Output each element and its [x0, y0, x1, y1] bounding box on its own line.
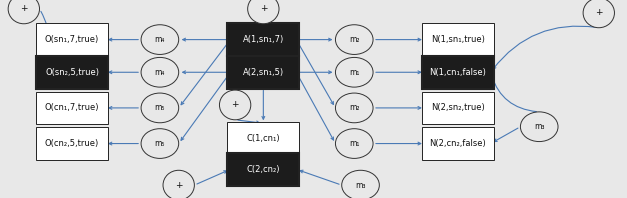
- Text: m₅: m₅: [155, 139, 165, 148]
- Ellipse shape: [520, 112, 558, 142]
- Text: N(1,sn₁,true): N(1,sn₁,true): [431, 35, 485, 44]
- Text: m₄: m₄: [155, 68, 165, 77]
- FancyBboxPatch shape: [227, 56, 300, 89]
- Text: m₁: m₁: [349, 68, 359, 77]
- Text: +: +: [231, 100, 239, 109]
- FancyBboxPatch shape: [36, 23, 108, 56]
- Ellipse shape: [248, 0, 279, 24]
- Text: O(sn₂,5,true): O(sn₂,5,true): [45, 68, 99, 77]
- FancyBboxPatch shape: [227, 122, 300, 155]
- FancyBboxPatch shape: [421, 23, 494, 56]
- Text: O(cn₂,5,true): O(cn₂,5,true): [45, 139, 99, 148]
- Text: m₃: m₃: [534, 122, 544, 131]
- Text: m₅: m₅: [155, 103, 165, 112]
- FancyBboxPatch shape: [36, 127, 108, 160]
- Ellipse shape: [335, 93, 373, 123]
- Text: m₂: m₂: [349, 35, 359, 44]
- Text: m₁: m₁: [349, 139, 359, 148]
- Text: N(2,sn₂,true): N(2,sn₂,true): [431, 103, 485, 112]
- FancyBboxPatch shape: [36, 56, 108, 89]
- Ellipse shape: [141, 57, 179, 87]
- Text: C(2,cn₂): C(2,cn₂): [246, 165, 280, 174]
- Text: A(2,sn₁,5): A(2,sn₁,5): [243, 68, 284, 77]
- FancyBboxPatch shape: [421, 127, 494, 160]
- FancyBboxPatch shape: [227, 153, 300, 186]
- Ellipse shape: [335, 25, 373, 54]
- Ellipse shape: [141, 129, 179, 158]
- Text: +: +: [20, 4, 28, 13]
- Text: O(cn₁,7,true): O(cn₁,7,true): [45, 103, 99, 112]
- Text: m₂: m₂: [349, 103, 359, 112]
- Ellipse shape: [141, 93, 179, 123]
- Text: +: +: [175, 181, 182, 190]
- Ellipse shape: [163, 170, 194, 198]
- FancyBboxPatch shape: [227, 23, 300, 56]
- Text: +: +: [260, 4, 267, 13]
- Text: +: +: [595, 8, 603, 17]
- FancyBboxPatch shape: [36, 91, 108, 124]
- Text: C(1,cn₁): C(1,cn₁): [246, 134, 280, 143]
- Ellipse shape: [141, 25, 179, 54]
- Text: O(sn₁,7,true): O(sn₁,7,true): [45, 35, 99, 44]
- FancyBboxPatch shape: [421, 56, 494, 89]
- Text: N(2,cn₂,false): N(2,cn₂,false): [429, 139, 486, 148]
- FancyBboxPatch shape: [421, 91, 494, 124]
- Ellipse shape: [335, 129, 373, 158]
- Text: m₃: m₃: [356, 181, 366, 190]
- Ellipse shape: [8, 0, 40, 24]
- Ellipse shape: [219, 90, 251, 120]
- Ellipse shape: [583, 0, 614, 28]
- Text: N(1,cn₁,false): N(1,cn₁,false): [429, 68, 486, 77]
- Ellipse shape: [342, 170, 379, 198]
- Text: A(1,sn₁,7): A(1,sn₁,7): [243, 35, 284, 44]
- Text: m₄: m₄: [155, 35, 165, 44]
- Ellipse shape: [335, 57, 373, 87]
